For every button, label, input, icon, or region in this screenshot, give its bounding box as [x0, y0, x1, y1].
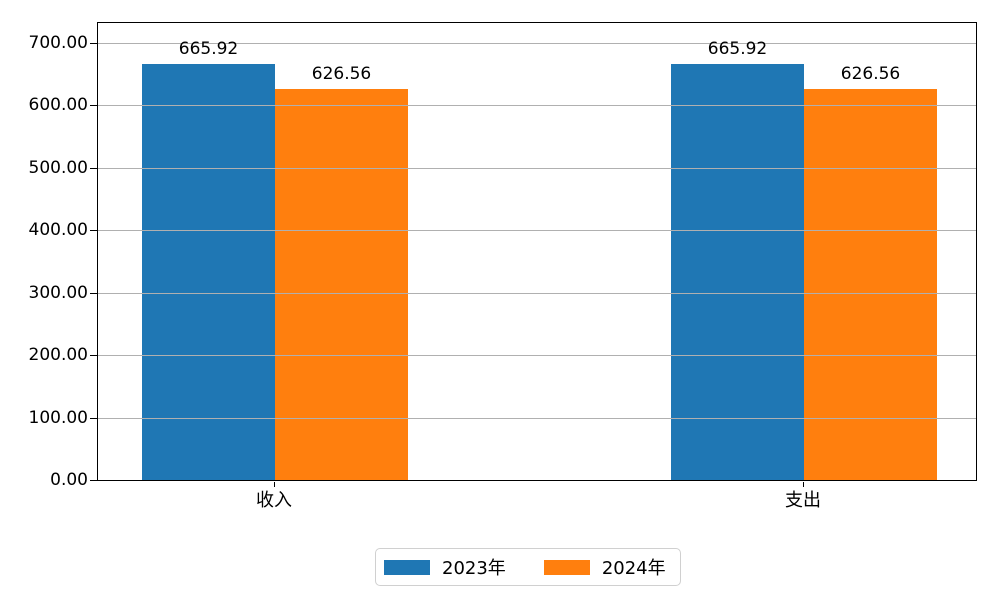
legend: 2023年 2024年 — [375, 548, 681, 586]
gridline-200.00 — [98, 355, 976, 357]
legend-label: 2023年 — [442, 558, 506, 579]
bars-layer — [98, 23, 976, 480]
y-tick-mark — [90, 105, 97, 107]
gridline-300.00 — [98, 292, 976, 294]
bar-2023年-支出 — [671, 64, 804, 480]
bar-value-label: 665.92 — [707, 39, 768, 60]
bar-2024年-收入 — [275, 88, 408, 480]
legend-swatch — [384, 559, 430, 575]
legend-entry-2023年: 2023年 — [384, 554, 506, 580]
y-tick-label: 400.00 — [28, 220, 88, 241]
y-tick-label: 0.00 — [50, 470, 88, 490]
y-tick-label: 100.00 — [28, 407, 88, 428]
y-tick-mark — [90, 355, 97, 357]
x-tick-label-收入: 收入 — [256, 490, 292, 511]
gridline-100.00 — [98, 417, 976, 419]
grid-layer — [98, 23, 976, 480]
y-tick-mark — [90, 292, 97, 294]
y-tick-mark — [90, 480, 97, 481]
y-tick-label: 500.00 — [28, 157, 88, 178]
y-tick-mark — [90, 43, 97, 44]
bar-2024年-支出 — [804, 88, 937, 480]
y-tick-mark — [90, 417, 97, 419]
gridline-400.00 — [98, 230, 976, 232]
bar-2023年-收入 — [142, 64, 275, 480]
bar-value-label: 626.56 — [840, 63, 901, 84]
bar-value-labels-layer: 665.92 665.92 626.56 626.56 — [98, 23, 976, 480]
y-tick-label: 600.00 — [28, 95, 88, 116]
legend-entry-2024年: 2024年 — [543, 554, 666, 580]
x-tick-label-支出: 支出 — [785, 490, 821, 511]
y-tick-label: 300.00 — [28, 282, 88, 303]
y-tick-label: 700.00 — [28, 33, 88, 53]
bar-value-label: 626.56 — [311, 63, 372, 84]
plot-area: 665.92 665.92 626.56 626.56 — [97, 22, 977, 481]
legend-label: 2024年 — [601, 558, 666, 579]
legend-swatch — [543, 559, 590, 575]
y-tick-mark — [90, 167, 97, 169]
x-tick-mark — [274, 482, 275, 487]
gridline-700.00 — [98, 43, 976, 44]
y-tick-mark — [90, 230, 97, 232]
x-tick-mark — [803, 482, 804, 487]
gridline-600.00 — [98, 105, 976, 107]
gridline-500.00 — [98, 167, 976, 169]
bar-value-label: 665.92 — [178, 39, 239, 60]
y-tick-label: 200.00 — [28, 345, 88, 366]
